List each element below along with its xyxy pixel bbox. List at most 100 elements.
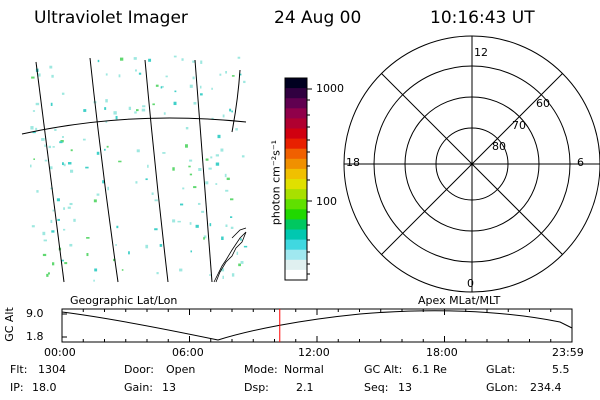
aurora-speckle bbox=[220, 148, 224, 152]
aurora-speckle bbox=[42, 253, 47, 257]
aurora-speckle bbox=[133, 57, 137, 60]
aurora-speckle bbox=[215, 154, 220, 157]
aurora-speckle bbox=[163, 112, 166, 115]
colorbar bbox=[284, 77, 312, 281]
status-ip-value: 18.0 bbox=[32, 381, 57, 394]
status-glat-value: 5.5 bbox=[552, 363, 570, 376]
meridian-line bbox=[89, 57, 119, 283]
aurora-speckle bbox=[154, 199, 158, 202]
date-label: 24 Aug 00 bbox=[274, 8, 362, 28]
aurora-speckle bbox=[33, 158, 36, 160]
aurora-speckle bbox=[231, 75, 235, 77]
status-gcalt-value: 6.1 Re bbox=[412, 363, 447, 376]
aurora-speckle bbox=[36, 190, 39, 193]
status-gcalt-key: GC Alt: bbox=[364, 363, 403, 376]
aurora-speckle bbox=[159, 244, 163, 247]
mlt-diagonal bbox=[381, 73, 563, 255]
status-dsp-value: 2.1 bbox=[296, 381, 314, 394]
aurora-speckle bbox=[35, 102, 40, 106]
colorbar-cell bbox=[285, 259, 307, 271]
aurora-speckle bbox=[156, 272, 159, 275]
aurora-speckle bbox=[67, 162, 72, 165]
aurora-speckle bbox=[115, 244, 117, 246]
aurora-speckle bbox=[160, 86, 163, 89]
aurora-speckle bbox=[61, 162, 64, 166]
mlat-label-70: 70 bbox=[512, 119, 526, 132]
polar-panel-label: Apex MLat/MLT bbox=[418, 294, 501, 307]
aurora-speckle bbox=[230, 226, 234, 229]
aurora-speckle bbox=[128, 106, 132, 111]
polar-plot bbox=[343, 35, 600, 293]
aurora-speckle bbox=[162, 152, 166, 154]
aurora-speckle bbox=[93, 199, 97, 203]
aurora-speckle bbox=[32, 131, 36, 134]
mlat-label-80: 80 bbox=[492, 140, 506, 153]
aurora-speckle bbox=[235, 128, 238, 131]
aurora-speckle bbox=[174, 90, 177, 93]
aurora-speckle bbox=[147, 164, 149, 168]
aurora-speckle bbox=[151, 192, 154, 195]
aurora-speckle bbox=[195, 224, 199, 228]
aurora-speckle bbox=[230, 198, 234, 201]
aurora-speckle bbox=[51, 74, 54, 78]
mlt-label-0: 0 bbox=[467, 277, 474, 290]
aurora-speckle bbox=[96, 151, 100, 155]
aurora-speckle bbox=[221, 236, 224, 240]
aurora-speckle bbox=[201, 210, 205, 213]
colorbar-cell bbox=[285, 88, 307, 99]
aurora-speckle bbox=[32, 110, 36, 112]
aurora-speckle bbox=[86, 253, 89, 257]
aurora-speckle bbox=[63, 207, 66, 210]
colorbar-cell bbox=[285, 148, 307, 160]
aurora-speckle bbox=[208, 167, 212, 170]
aurora-speckle bbox=[200, 93, 203, 96]
aurora-speckle bbox=[203, 235, 207, 239]
aurora-speckle bbox=[179, 268, 183, 272]
aurora-speckle bbox=[145, 178, 148, 181]
aurora-speckle bbox=[47, 272, 50, 275]
aurora-speckle bbox=[121, 269, 124, 271]
colorbar-cell bbox=[285, 118, 307, 129]
aurora-speckle bbox=[115, 115, 118, 120]
altitude-timeline bbox=[61, 308, 573, 343]
aurora-speckle bbox=[59, 141, 63, 144]
aurora-speckle bbox=[160, 85, 164, 88]
aurora-speckle bbox=[67, 206, 71, 209]
aurora-speckle bbox=[181, 58, 184, 61]
aurora-speckle bbox=[44, 159, 48, 162]
aurora-speckle bbox=[106, 145, 109, 148]
instrument-title: Ultraviolet Imager bbox=[34, 8, 188, 28]
aurora-speckle bbox=[225, 71, 228, 74]
aurora-speckle bbox=[205, 158, 209, 161]
aurora-speckle bbox=[189, 222, 192, 225]
status-glat-key: GLat: bbox=[486, 363, 516, 376]
aurora-speckle bbox=[57, 218, 60, 221]
timeline-x-tick-label: 18:00 bbox=[426, 346, 458, 359]
aurora-speckle bbox=[134, 111, 137, 114]
aurora-speckle bbox=[180, 203, 184, 206]
aurora-speckle bbox=[145, 244, 149, 249]
aurora-speckle bbox=[210, 156, 213, 159]
geographic-panel bbox=[10, 48, 260, 288]
aurora-speckle bbox=[193, 186, 197, 189]
aurora-speckle bbox=[48, 145, 52, 149]
aurora-speckle bbox=[86, 237, 90, 239]
time-label: 10:16:43 UT bbox=[430, 8, 535, 28]
status-seq-key: Seq: bbox=[364, 381, 389, 394]
aurora-speckles bbox=[30, 55, 248, 282]
geographic-panel-label: Geographic Lat/Lon bbox=[70, 294, 178, 307]
aurora-speckle bbox=[220, 268, 225, 272]
timeline-y-label: GC Alt bbox=[2, 307, 16, 342]
mlat-label-60: 60 bbox=[536, 97, 550, 110]
status-door-value: Open bbox=[166, 363, 196, 376]
coastline bbox=[213, 231, 247, 283]
aurora-speckle bbox=[94, 268, 98, 272]
aurora-speckle bbox=[83, 109, 87, 112]
mlt-label-12: 12 bbox=[474, 46, 488, 59]
aurora-speckle bbox=[138, 72, 142, 75]
aurora-speckle bbox=[209, 274, 211, 276]
aurora-speckle bbox=[189, 84, 193, 88]
aurora-speckle bbox=[192, 60, 195, 63]
colorbar-cell bbox=[285, 189, 307, 200]
